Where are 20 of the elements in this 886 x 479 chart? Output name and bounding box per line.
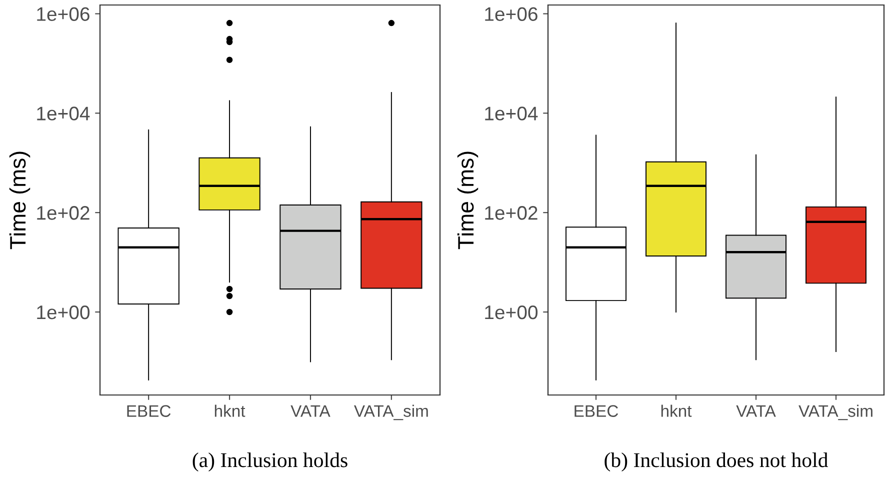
x-tick-label: hknt (214, 404, 246, 417)
y-tick-label: 1e+02 (485, 206, 538, 220)
x-tick-label: hknt (661, 404, 692, 417)
y-tick-label: 1e+04 (37, 106, 90, 120)
y-tick-label: 1e+00 (485, 305, 538, 320)
y-tick-label: 1e+06 (485, 7, 538, 21)
y-tick-label: 1e+02 (37, 206, 90, 220)
y-tick-label: 1e+04 (485, 106, 538, 120)
y-axis-title: Time (ms) (457, 152, 478, 250)
x-tick-label: VATA (736, 405, 776, 417)
x-tick-label: VATA_sim (354, 404, 428, 420)
x-tick-label: VATA_sim (798, 404, 872, 420)
text: (b) Inclusion does not hold (604, 452, 828, 472)
x-tick-label: EBEC (574, 405, 618, 417)
x-tick-label: VATA (290, 405, 330, 417)
x-tick-label: EBEC (127, 405, 171, 417)
y-axis-title: Time (ms) (9, 152, 30, 250)
y-tick-label: 1e+00 (37, 305, 90, 320)
text: (a) Inclusion holds (192, 452, 348, 472)
y-tick-label: 1e+06 (37, 7, 90, 21)
